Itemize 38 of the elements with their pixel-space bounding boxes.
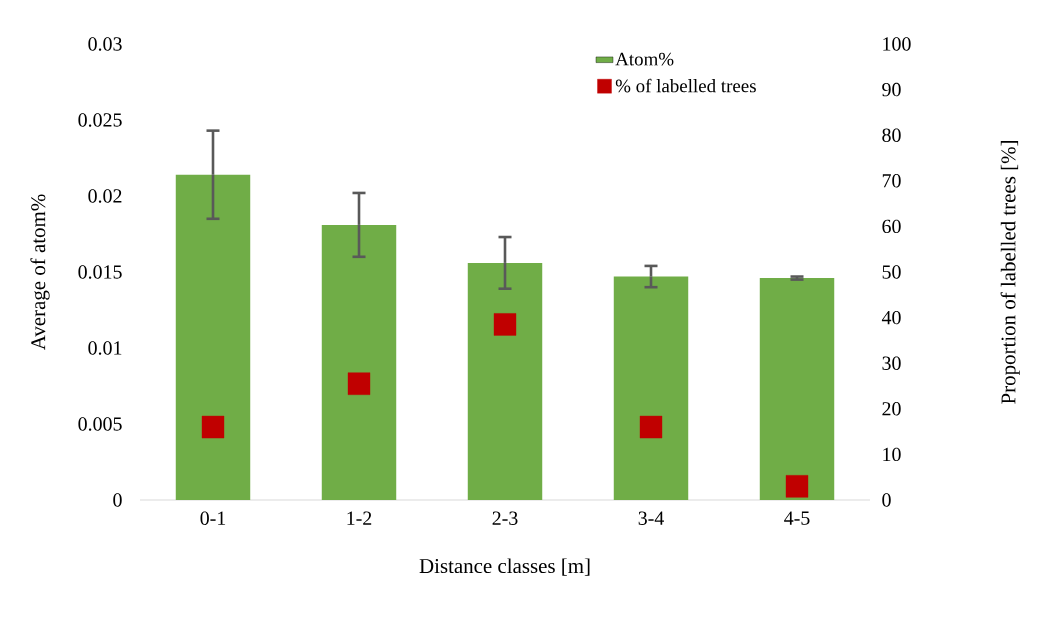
x-axis-title: Distance classes [m] xyxy=(419,558,590,576)
y-tick-label: 0.01 xyxy=(88,341,122,355)
point xyxy=(493,313,517,336)
bar xyxy=(321,224,397,500)
point xyxy=(785,475,809,498)
y-tick-label: 0.005 xyxy=(78,417,122,431)
y-tick-label: 0.025 xyxy=(78,113,122,127)
y-tick-label: 0.03 xyxy=(88,37,122,51)
y2-tick-label: 90 xyxy=(882,82,901,97)
y2-tick-label: 80 xyxy=(882,128,901,142)
y2-tick-label: 30 xyxy=(882,356,901,370)
y2-tick-label: 50 xyxy=(882,265,901,279)
point xyxy=(201,415,225,439)
y2-tick-label: 0 xyxy=(882,493,891,507)
x-tick-label: 2-3 xyxy=(492,511,518,525)
y-tick-label: 0.015 xyxy=(78,265,122,279)
y2-tick-label: 100 xyxy=(883,37,911,51)
y-tick-label: 0.02 xyxy=(88,189,122,203)
legend-label: Atom% xyxy=(615,52,674,66)
point xyxy=(639,415,663,439)
y-axis-title: Average of atom% xyxy=(30,194,50,351)
point xyxy=(347,372,371,395)
x-tick-label: 4-5 xyxy=(784,511,810,525)
bar xyxy=(759,278,835,500)
y2-tick-label: 70 xyxy=(882,174,901,188)
legend-label: % of labelled trees xyxy=(615,78,756,93)
x-tick-label: 0-1 xyxy=(200,511,226,525)
bar xyxy=(175,174,251,500)
y-tick-label: 0 xyxy=(113,493,122,507)
y2-tick-label: 40 xyxy=(881,310,901,325)
x-tick-label: 1-2 xyxy=(347,511,372,525)
y2-tick-label: 60 xyxy=(882,219,901,234)
x-tick-label: 3-4 xyxy=(638,511,664,525)
bar xyxy=(613,276,689,500)
y2-tick-label: 20 xyxy=(882,402,901,416)
bar xyxy=(467,262,543,500)
y2-axis-title: Proportion of labelled trees [%] xyxy=(1000,141,1020,404)
y2-tick-label: 10 xyxy=(883,447,901,462)
